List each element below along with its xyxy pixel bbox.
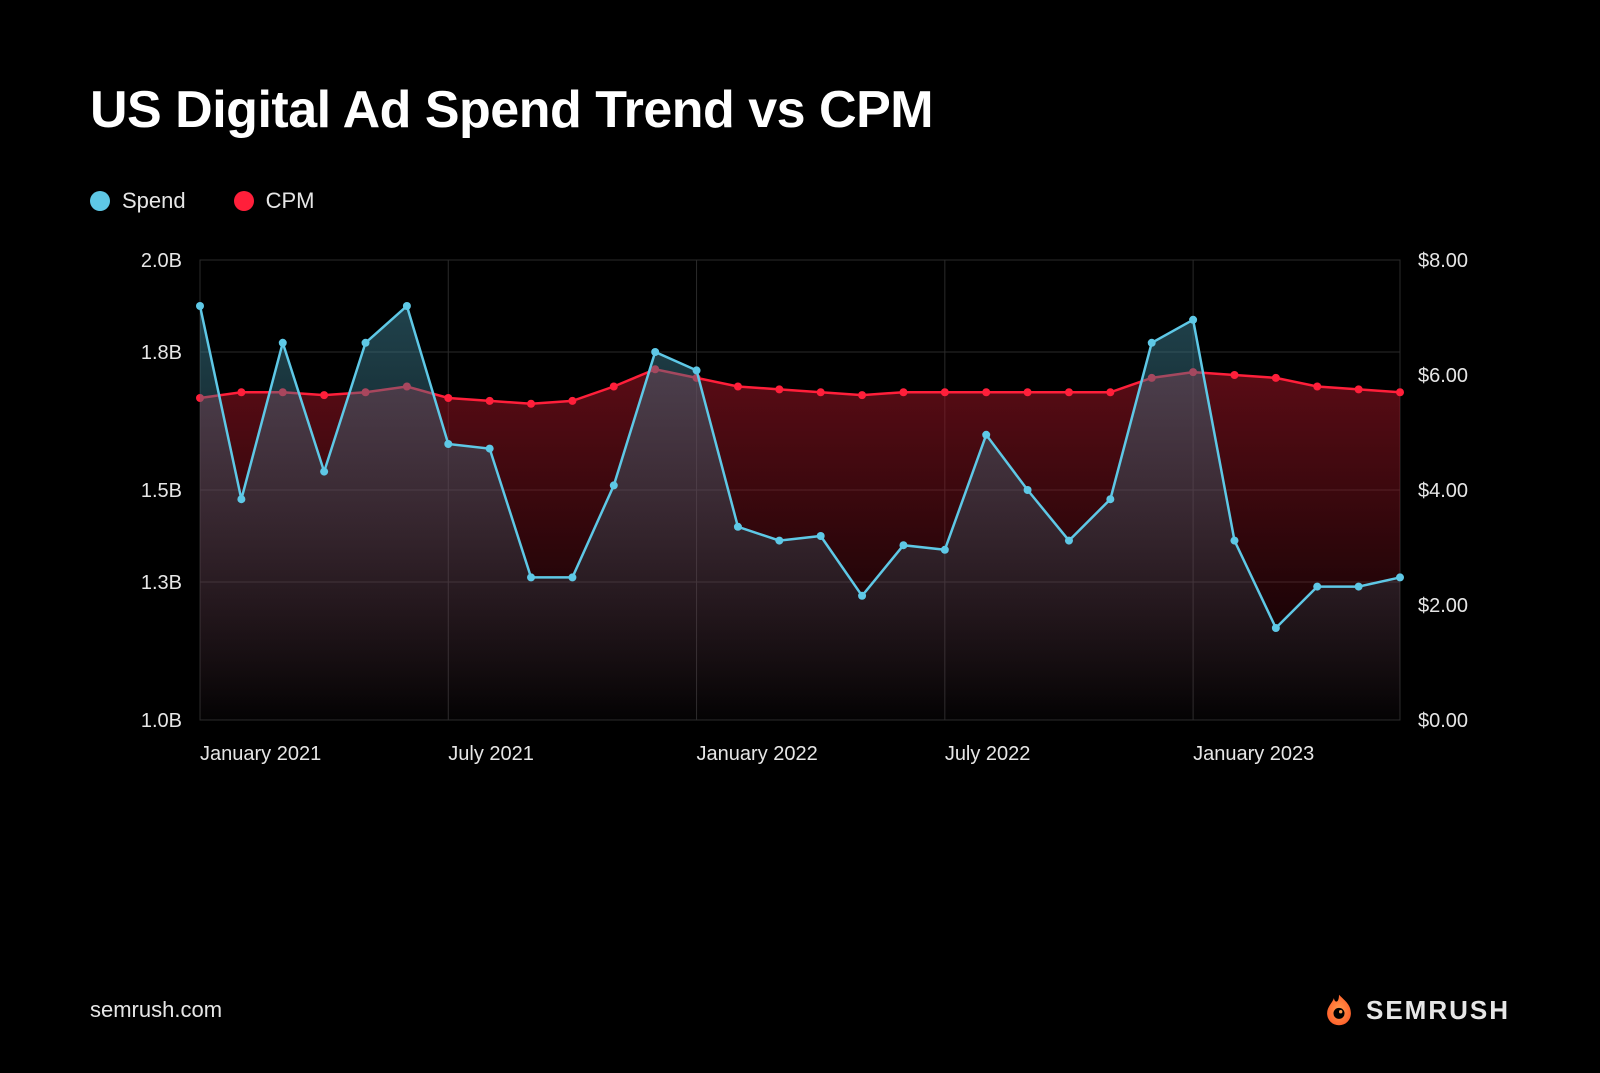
legend-swatch-cpm: [234, 191, 254, 211]
svg-text:January 2021: January 2021: [200, 743, 321, 765]
legend-item-cpm: CPM: [234, 188, 315, 214]
svg-text:July 2022: July 2022: [945, 743, 1031, 765]
svg-text:$4.00: $4.00: [1418, 480, 1468, 502]
legend-label-spend: Spend: [122, 188, 186, 214]
svg-text:January 2022: January 2022: [697, 743, 818, 765]
chart-title: US Digital Ad Spend Trend vs CPM: [90, 80, 1510, 140]
legend-swatch-spend: [90, 191, 110, 211]
svg-text:2.0B: 2.0B: [141, 250, 182, 272]
svg-text:July 2021: July 2021: [448, 743, 534, 765]
svg-text:$2.00: $2.00: [1418, 595, 1468, 617]
svg-text:$6.00: $6.00: [1418, 365, 1468, 387]
legend-label-cpm: CPM: [266, 188, 315, 214]
footer: semrush.com SEMRUSH: [90, 993, 1510, 1027]
legend-item-spend: Spend: [90, 188, 186, 214]
legend: Spend CPM: [90, 188, 1510, 214]
brand: SEMRUSH: [1322, 993, 1510, 1027]
svg-text:January 2023: January 2023: [1193, 743, 1314, 765]
chart-area: 2.0B 1.8B 1.5B 1.3B 1.0B $8.00 $6.00 $4.00 $2.00…: [90, 250, 1510, 810]
brand-text: SEMRUSH: [1366, 995, 1510, 1026]
svg-text:$0.00: $0.00: [1418, 710, 1468, 732]
svg-text:$8.00: $8.00: [1418, 250, 1468, 272]
svg-text:1.5B: 1.5B: [141, 480, 182, 502]
chart-frame: US Digital Ad Spend Trend vs CPM Spend C…: [0, 0, 1600, 1073]
flame-icon: [1322, 993, 1356, 1027]
svg-text:1.3B: 1.3B: [141, 572, 182, 594]
svg-text:1.0B: 1.0B: [141, 710, 182, 732]
chart-svg: 2.0B 1.8B 1.5B 1.3B 1.0B $8.00 $6.00 $4.00 $2.00…: [90, 250, 1510, 810]
svg-text:1.8B: 1.8B: [141, 342, 182, 364]
footer-domain: semrush.com: [90, 997, 222, 1023]
